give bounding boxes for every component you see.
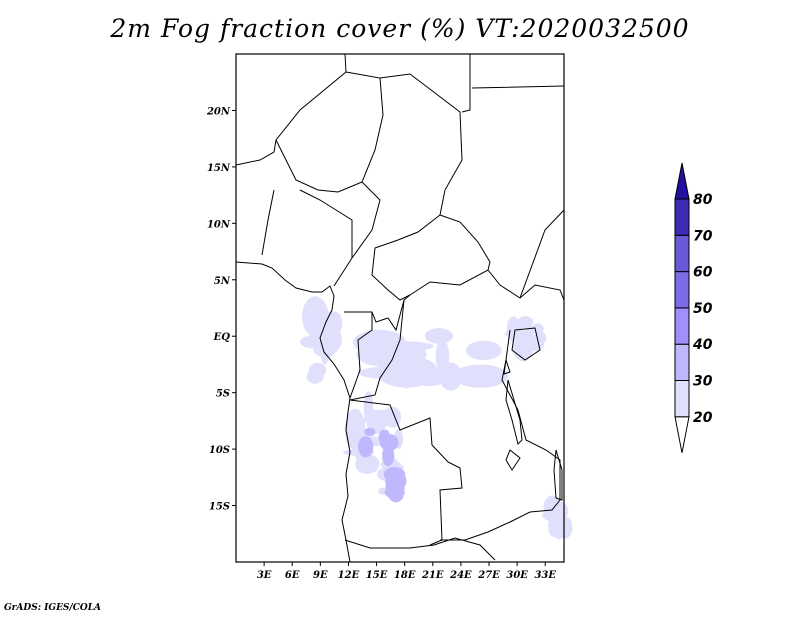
colorbar-label: 50 [693,301,713,317]
y-tick-label: 20N [206,106,231,117]
x-tick-label: 6E [285,570,300,581]
y-tick-label: 10S [209,445,230,456]
x-tick-label: 9E [313,570,328,581]
fog-patch [363,391,374,424]
coastline [235,261,351,563]
fog-patch-dense [357,436,374,458]
border [439,209,565,299]
x-tick-label: 18E [394,570,416,581]
colorbar: 20 30 40 50 60 70 80 [674,162,713,453]
y-axis: 20N 15N 10N 5N EQ 5S 10S 15S [206,106,236,513]
colorbar-segment [674,307,690,345]
fog-patch [358,366,424,380]
colorbar-low-arrow [674,416,690,453]
fog-patch-dense [364,427,376,437]
fog-patch [453,364,509,388]
fog-patch [517,316,534,329]
plot-frame [235,53,565,563]
border [333,71,384,287]
fog-patch [369,416,387,431]
border [371,73,565,301]
colorbar-segment [674,234,690,273]
colorbar-segment [674,343,690,382]
fog-patch [560,516,573,535]
x-axis: 3E 6E 9E 12E 15E 18E 21E 24E 27E 30E 33E [257,562,556,581]
y-tick-label: 10N [207,219,231,230]
footer-credit: GrADS: IGES/COLA [4,603,102,613]
fog-patch [439,362,462,391]
fog-patch [465,340,502,361]
y-tick-label: 5N [214,276,231,287]
fog-patch-dense [379,433,399,452]
x-tick-label: 21E [421,570,444,581]
y-tick-label: EQ [213,332,231,343]
chart-title: 2m Fog fraction cover (%) VT:2020032500 [110,14,690,43]
fog-patch [355,453,380,475]
x-tick-label: 30E [506,570,528,581]
fog-patch [548,522,562,538]
y-tick-label: 15S [209,502,230,513]
x-tick-label: 33E [534,570,556,581]
x-tick-label: 3E [257,570,272,581]
fog-patch [353,329,406,355]
colorbar-label: 80 [693,192,713,208]
fog-patch [531,323,544,335]
fog-patch [424,328,454,344]
colorbar-label: 40 [692,337,713,353]
lake-victoria [511,327,541,361]
x-tick-label: 12E [338,570,360,581]
colorbar-label: 20 [693,410,713,426]
fog-patch [504,330,520,337]
fog-patch [517,343,533,351]
border [235,53,347,166]
lake-tanganyika [505,379,523,445]
border [440,329,561,541]
fog-patch-dense [385,473,406,491]
border [344,537,496,561]
border [261,139,363,258]
fog-patch [521,335,537,344]
colorbar-segment [674,380,690,418]
colorbar-label: 70 [693,228,713,244]
y-tick-label: 15N [207,163,231,174]
fog-patch [308,362,327,378]
colorbar-label: 30 [693,374,713,390]
x-tick-label: 24E [449,570,472,581]
border [349,299,463,546]
lake-malawi [553,449,563,501]
colorbar-high-arrow [674,162,690,200]
x-tick-label: 27E [477,570,500,581]
coastlines-and-borders [235,53,565,563]
fog-patch [318,324,342,354]
colorbar-label: 60 [693,265,713,281]
colorbar-segment [674,271,690,309]
lake-kivu [503,359,511,375]
colorbar-segment [674,198,690,236]
fog-fill-layer [299,296,573,540]
y-tick-label: 5S [216,389,230,400]
fog-patch [546,509,556,523]
lake-mweru [505,449,521,471]
fog-patch [305,323,323,333]
border [461,54,565,113]
x-tick-label: 15E [366,570,388,581]
